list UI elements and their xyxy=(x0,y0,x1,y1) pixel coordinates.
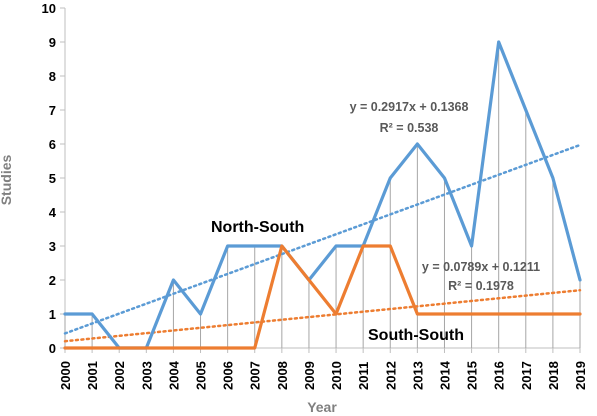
x-tick-label: 2005 xyxy=(194,361,209,390)
x-tick-label: 2000 xyxy=(58,361,73,390)
x-tick-label: 2007 xyxy=(248,361,263,390)
x-tick-label: 2014 xyxy=(437,360,452,390)
x-tick-label: 2013 xyxy=(410,361,425,390)
x-tick-label: 2017 xyxy=(519,361,534,390)
trendlines xyxy=(63,143,582,343)
y-axis: 0 1 2 3 4 5 6 7 8 9 10 xyxy=(42,1,66,356)
trendline-r2-north-south: R² = 0.538 xyxy=(380,121,439,135)
x-axis: 2000 2001 2002 2003 2004 2005 2006 2007 2008 2009… xyxy=(58,347,588,390)
y-tick-label: 10 xyxy=(42,1,56,16)
trendline-equation-south-south: y = 0.0789x + 0.1211 xyxy=(422,260,540,274)
series-label-north-south: North-South xyxy=(211,219,304,236)
y-tick-label: 2 xyxy=(49,273,56,288)
series-line-north-south xyxy=(63,40,582,350)
y-tick-label: 8 xyxy=(49,69,56,84)
y-tick-label: 3 xyxy=(49,239,56,254)
trendline-r2-south-south: R² = 0.1978 xyxy=(448,279,514,293)
series-line-south-south xyxy=(63,244,582,350)
y-tick-label: 9 xyxy=(49,35,56,50)
trendline-equation-north-south: y = 0.2917x + 0.1368 xyxy=(350,100,469,114)
x-tick-label: 2008 xyxy=(275,361,290,390)
y-tick-label: 1 xyxy=(49,307,56,322)
x-tick-label: 2019 xyxy=(573,361,588,390)
series-lines xyxy=(63,40,582,350)
trendline-south-south xyxy=(63,288,582,343)
x-tick-label: 2012 xyxy=(383,361,398,390)
x-tick-label: 2015 xyxy=(465,361,480,390)
x-tick-label: 2004 xyxy=(166,360,181,390)
drop-lines xyxy=(64,42,581,348)
y-tick-label: 5 xyxy=(49,171,56,186)
x-tick-label: 2009 xyxy=(302,361,317,390)
x-tick-label: 2018 xyxy=(546,361,561,390)
x-axis-title: Year xyxy=(307,399,337,415)
y-tick-label: 0 xyxy=(49,341,56,356)
x-tick-label: 2001 xyxy=(85,361,100,390)
trendline-north-south xyxy=(63,143,582,335)
x-tick-label: 2003 xyxy=(139,361,154,390)
y-tick-label: 6 xyxy=(49,137,56,152)
series-label-south-south: South-South xyxy=(368,327,464,344)
x-tick-label: 2010 xyxy=(329,361,344,390)
x-tick-label: 2011 xyxy=(356,362,371,390)
y-tick-label: 4 xyxy=(49,205,57,220)
y-axis-title: Studies xyxy=(0,155,14,206)
x-tick-label: 2016 xyxy=(492,361,507,390)
x-tick-label: 2002 xyxy=(112,361,127,390)
x-tick-label: 2006 xyxy=(221,361,236,390)
y-tick-label: 7 xyxy=(49,103,56,118)
